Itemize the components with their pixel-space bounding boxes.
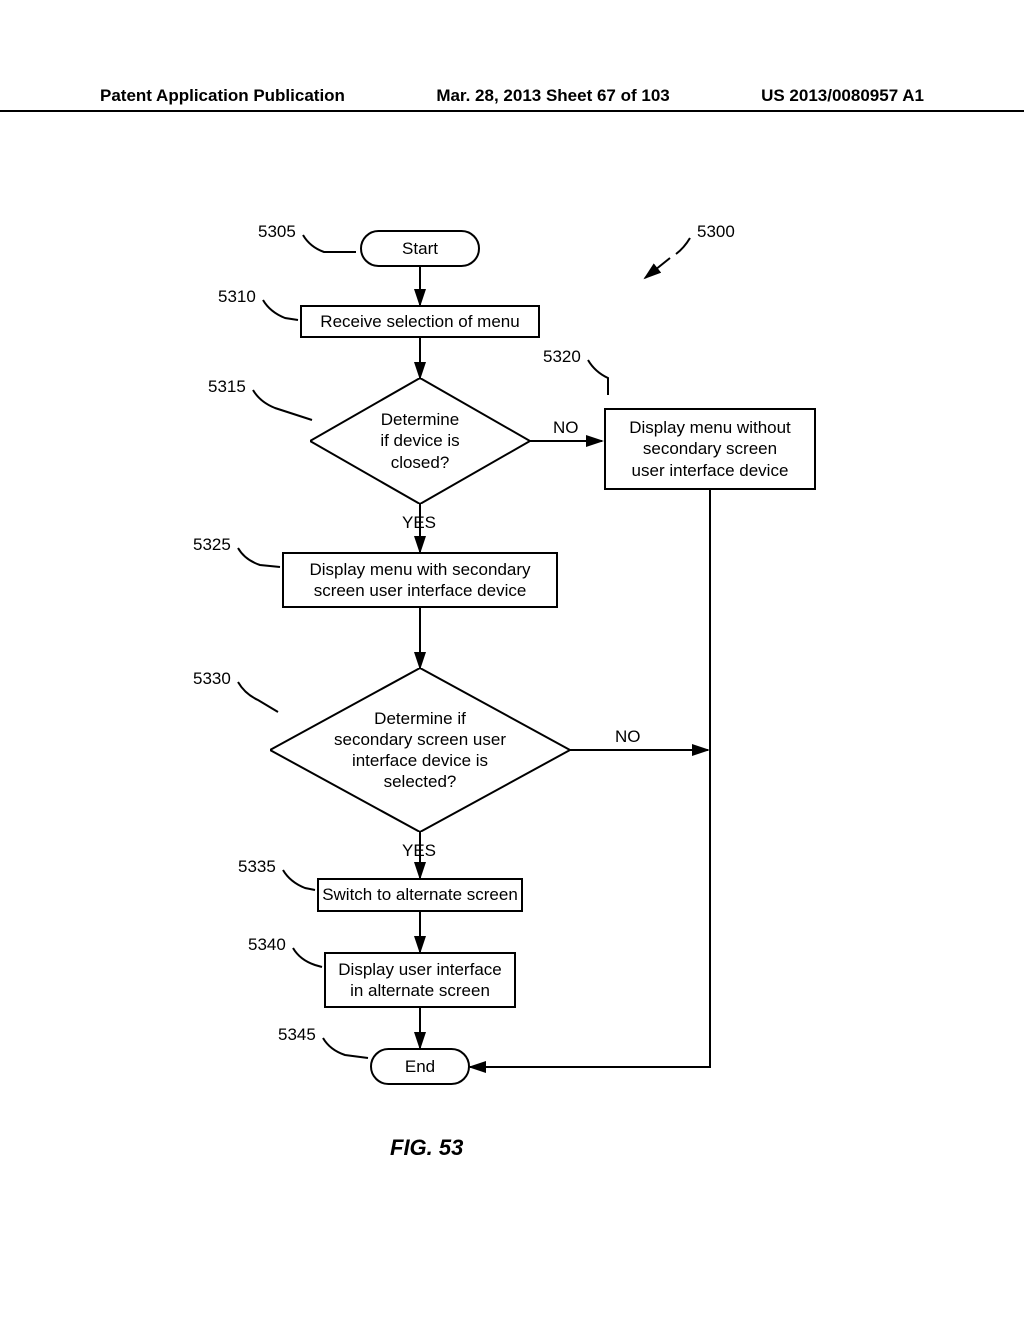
- end-label: End: [405, 1056, 435, 1077]
- ref-5325: 5325: [193, 535, 231, 555]
- connectors: [0, 0, 1024, 1320]
- process-5310-label: Receive selection of menu: [320, 311, 519, 332]
- edge-yes-2: YES: [402, 841, 436, 861]
- process-5340: Display user interface in alternate scre…: [324, 952, 516, 1008]
- figure-label: FIG. 53: [390, 1135, 463, 1161]
- edge-no-1: NO: [553, 418, 579, 438]
- process-5340-label: Display user interface in alternate scre…: [338, 959, 501, 1002]
- process-5335: Switch to alternate screen: [317, 878, 523, 912]
- end-node: End: [370, 1048, 470, 1085]
- ref-5340: 5340: [248, 935, 286, 955]
- edge-no-2: NO: [615, 727, 641, 747]
- decision-5315: Determine if device is closed?: [310, 378, 530, 504]
- decision-5330: Determine if secondary screen user inter…: [270, 668, 570, 832]
- process-5325: Display menu with secondary screen user …: [282, 552, 558, 608]
- process-5320: Display menu without secondary screen us…: [604, 408, 816, 490]
- process-5310: Receive selection of menu: [300, 305, 540, 338]
- ref-5345: 5345: [278, 1025, 316, 1045]
- ref-5335: 5335: [238, 857, 276, 877]
- ref-5315: 5315: [208, 377, 246, 397]
- edge-yes-1: YES: [402, 513, 436, 533]
- ref-5300: 5300: [697, 222, 735, 242]
- ref-5320: 5320: [543, 347, 581, 367]
- start-label: Start: [402, 238, 438, 259]
- ref-5330: 5330: [193, 669, 231, 689]
- flowchart: Start Receive selection of menu Determin…: [0, 0, 1024, 1320]
- process-5320-label: Display menu without secondary screen us…: [629, 417, 791, 481]
- start-node: Start: [360, 230, 480, 267]
- decision-5315-label: Determine if device is closed?: [310, 378, 530, 504]
- ref-5305: 5305: [258, 222, 296, 242]
- ref-5310: 5310: [218, 287, 256, 307]
- process-5325-label: Display menu with secondary screen user …: [309, 559, 530, 602]
- process-5335-label: Switch to alternate screen: [322, 884, 518, 905]
- decision-5330-label: Determine if secondary screen user inter…: [270, 668, 570, 832]
